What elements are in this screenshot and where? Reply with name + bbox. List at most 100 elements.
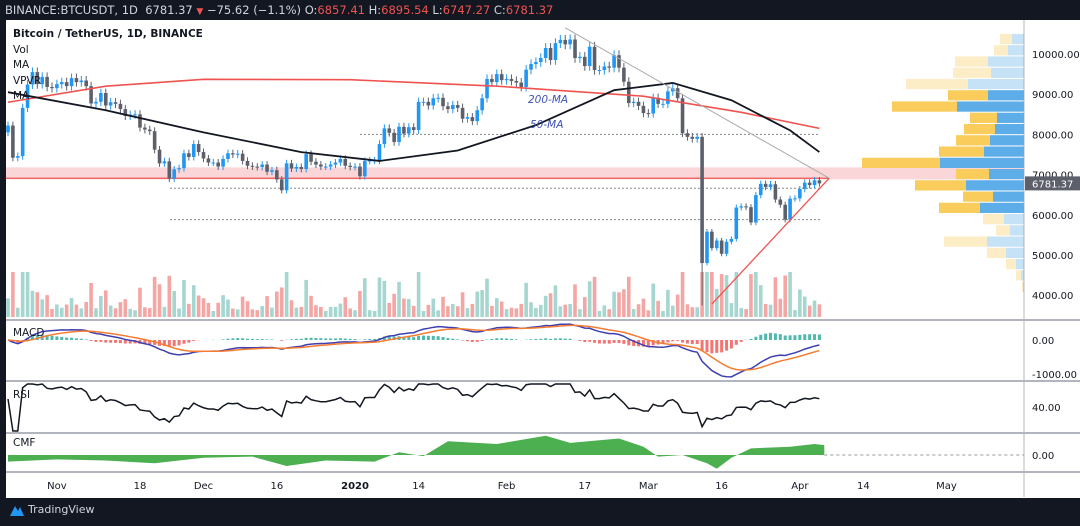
volume-bar — [260, 305, 264, 317]
price-tick-label: 5000.00 — [1032, 251, 1073, 262]
volume-bar — [763, 303, 768, 317]
volume-bar — [793, 310, 797, 317]
volume-bar — [788, 272, 792, 317]
rsi-pane-label[interactable]: RSI — [13, 389, 31, 401]
candle-body — [490, 78, 494, 83]
volume-bar — [470, 303, 475, 317]
macd-histogram-bar — [109, 340, 113, 343]
volume-bar — [455, 306, 460, 317]
macd-histogram-bar — [676, 340, 680, 341]
macd-histogram-bar — [602, 340, 606, 344]
macd-histogram-bar — [304, 337, 308, 340]
legend-vpvr[interactable]: VPVR — [13, 74, 41, 87]
volume-bar — [490, 305, 494, 317]
candle-body — [504, 78, 509, 81]
candle-body — [333, 162, 338, 165]
macd-histogram-bar — [236, 338, 240, 340]
legend-vol[interactable]: Vol — [13, 43, 29, 56]
macd-histogram-bar — [588, 340, 592, 342]
candle-body — [617, 55, 621, 68]
legend-ma[interactable]: MA — [13, 59, 30, 71]
macd-histogram-bar — [99, 340, 103, 342]
macd-histogram-bar — [641, 340, 645, 347]
vpvr-down-bar — [953, 67, 991, 78]
close-label: C: — [493, 3, 506, 17]
candle-body — [99, 92, 103, 102]
macd-histogram-bar — [808, 334, 812, 340]
macd-histogram-bar — [70, 337, 74, 340]
macd-pane-label[interactable]: MACD — [13, 327, 45, 339]
ma50-line — [7, 82, 820, 162]
volume-bar — [480, 290, 484, 317]
volume-bar — [524, 282, 528, 317]
volume-bar — [177, 308, 181, 317]
macd-histogram-bar — [563, 338, 567, 340]
vpvr-down-bar — [944, 236, 987, 247]
macd-histogram-bar — [255, 339, 259, 340]
chart-panel[interactable] — [6, 20, 1080, 498]
candle-body — [240, 153, 245, 161]
candle-body — [739, 206, 743, 208]
vpvr-up-bar — [1023, 281, 1024, 292]
volume-bar — [421, 311, 426, 317]
macd-histogram-bar — [348, 338, 352, 340]
macd-histogram-bar — [553, 338, 557, 340]
volume-bar — [475, 291, 480, 317]
candle-body — [543, 47, 548, 59]
low-value: 6747.27 — [442, 3, 491, 17]
volume-bar — [602, 305, 607, 317]
macd-histogram-bar — [241, 338, 245, 340]
price-tick-label: 6000.00 — [1032, 211, 1073, 222]
macd-histogram-bar — [651, 340, 655, 346]
candle-body — [812, 180, 817, 186]
low-label: L: — [432, 3, 443, 17]
macd-histogram-bar — [480, 340, 484, 342]
candle-body — [509, 78, 514, 81]
volume-bar — [626, 276, 631, 317]
macd-histogram-bar — [715, 340, 719, 353]
volume-bar — [270, 307, 274, 317]
candle-body — [695, 136, 700, 139]
cmf-pane-label[interactable]: CMF — [13, 437, 36, 449]
macd-histogram-bar — [192, 340, 196, 341]
time-tick-label: Apr — [791, 481, 809, 492]
candle-body — [265, 164, 269, 172]
candle-body — [460, 107, 465, 119]
symbol-label[interactable]: BINANCE:BTCUSDT, 1D — [5, 3, 138, 17]
candle-body — [534, 62, 538, 65]
macd-histogram-bar — [250, 338, 254, 340]
candle-body — [465, 117, 470, 119]
volume-bar — [416, 272, 421, 317]
macd-histogram-bar — [749, 338, 753, 340]
candle-body — [328, 164, 333, 167]
time-tick-label: 18 — [134, 481, 147, 492]
candle-body — [402, 126, 406, 134]
volume-bar — [817, 304, 822, 317]
candle-body — [485, 78, 489, 99]
candle-body — [426, 101, 431, 106]
macd-histogram-bar — [817, 334, 821, 340]
vpvr-down-bar — [956, 168, 989, 180]
macd-histogram-bar — [319, 338, 323, 340]
candle-body — [710, 231, 714, 249]
vpvr-up-bar — [1008, 45, 1024, 56]
vpvr-down-bar — [956, 135, 990, 146]
vpvr-up-bar — [966, 180, 1024, 191]
macd-histogram-bar — [700, 340, 704, 351]
volume-bar — [363, 278, 367, 317]
macd-histogram-bar — [685, 340, 689, 344]
volume-bar — [617, 292, 621, 317]
macd-histogram-bar — [412, 337, 416, 340]
candle-body — [138, 114, 142, 128]
volume-bar — [661, 311, 665, 317]
volume-bar — [35, 292, 40, 317]
candle-body — [798, 189, 802, 199]
macd-histogram-bar — [500, 338, 504, 340]
candle-body — [622, 67, 626, 82]
tradingview-brand[interactable]: TradingView — [10, 503, 94, 516]
macd-histogram-bar — [324, 338, 328, 340]
down-arrow-icon: ▼ — [196, 7, 204, 17]
macd-histogram-bar — [769, 332, 773, 340]
legend-ma-2[interactable]: MA — [13, 90, 30, 102]
